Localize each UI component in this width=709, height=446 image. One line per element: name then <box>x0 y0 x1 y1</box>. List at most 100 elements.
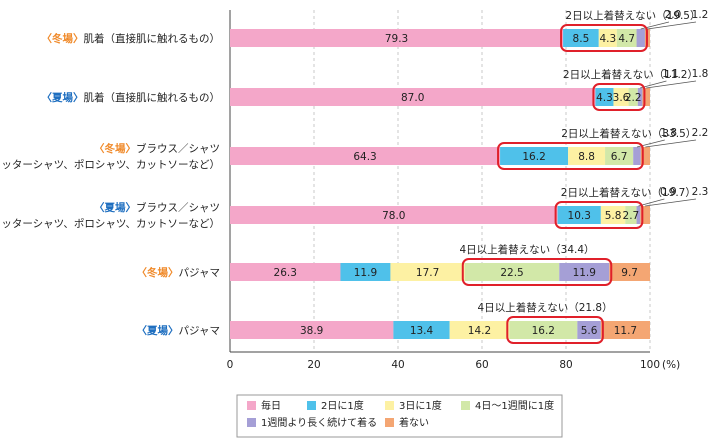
bar-segment <box>625 206 637 224</box>
segment-value-label: 17.7 <box>416 267 439 279</box>
item-name: 肌着（直接肌に触れるもの） <box>84 91 221 104</box>
leader-line <box>645 198 697 207</box>
segment-value-label: 4.3 <box>596 92 613 104</box>
bar-segment <box>390 263 465 281</box>
segment-value-label: 8.8 <box>578 151 595 163</box>
outside-value-label: 1.8 <box>660 127 677 139</box>
legend: 毎日 2日に1度 3日に1度 4日〜1週間に1度 1週間より長く続けて着る 着ない <box>236 394 563 438</box>
item-name: 肌着（直接肌に触れるもの） <box>84 32 221 45</box>
highlight-box <box>554 201 644 229</box>
highlight-annotation: 2日以上着替えない（19.7） <box>561 186 696 199</box>
leader-line <box>645 139 697 148</box>
season-tag: 〈夏場〉 <box>137 324 179 337</box>
x-tick-label: 20 <box>307 359 320 371</box>
legend-box <box>236 394 563 438</box>
bar-segment <box>464 263 560 281</box>
season-tag: 〈夏場〉 <box>42 91 84 104</box>
segment-value-label: 9.7 <box>621 267 638 279</box>
segment-value-label: 6.7 <box>611 151 628 163</box>
segment-value-label: 16.2 <box>522 151 545 163</box>
legend-swatch <box>385 418 394 427</box>
bar-segment <box>559 263 610 281</box>
bar-segment <box>230 206 558 224</box>
segment-value-label: 11.7 <box>614 325 637 337</box>
segment-value-label: 11.9 <box>573 267 596 279</box>
x-tick-label: 40 <box>391 359 404 371</box>
outside-value-label: 0.9 <box>660 186 677 198</box>
grid-lines <box>229 10 651 353</box>
highlight-annotation: 2日以上着替えない（33.5） <box>561 127 696 140</box>
x-axis: 0 20 40 60 80 100 (%) <box>227 359 681 371</box>
season-tag: 〈冬場〉 <box>137 266 179 279</box>
category-label: 〈夏場〉パジャマ <box>137 324 220 337</box>
bar-segment <box>230 147 501 165</box>
x-axis-unit: (%) <box>662 359 680 371</box>
segment-value-label: 13.4 <box>410 325 434 337</box>
highlight-annotation: 2日以上着替えない（11.2） <box>563 68 698 81</box>
category-label: 〈夏場〉肌着（直接肌に触れるもの） <box>42 91 221 104</box>
x-tick-label: 100 <box>640 359 660 371</box>
segment-value-label: 8.5 <box>573 33 590 45</box>
leader-line <box>638 198 665 207</box>
outside-value-label: 1.1 <box>662 68 679 80</box>
bar-segment <box>633 147 641 165</box>
outside-value-label: 2.0 <box>665 9 682 21</box>
bar-segment <box>640 147 650 165</box>
legend-swatch <box>247 401 256 410</box>
highlight-annotation: 4日以上着替えない（34.4） <box>459 243 594 256</box>
outside-value-label: 1.8 <box>692 68 709 80</box>
item-name: パジャマ <box>179 267 220 279</box>
bar-segment <box>340 263 391 281</box>
season-tag: 〈夏場〉 <box>94 201 136 214</box>
highlight-box <box>497 142 644 170</box>
category-label: 〈夏場〉ブラウス／シャツ <box>94 201 220 214</box>
category-label: 〈冬場〉パジャマ <box>137 266 220 279</box>
legend-label: 毎日 <box>261 399 281 412</box>
segment-value-label: 4.7 <box>618 33 635 45</box>
legend-swatch <box>247 418 256 427</box>
highlight-box <box>592 83 646 111</box>
segment-value-label: 2.2 <box>625 92 642 104</box>
leader-line <box>646 80 697 89</box>
legend-label: 1週間より長く続けて着る <box>261 416 377 429</box>
bar-segment <box>500 147 569 165</box>
highlight-annotation: 4日以上着替えない（21.8） <box>478 301 613 314</box>
bar-segment <box>230 321 394 339</box>
x-tick-label: 80 <box>559 359 572 371</box>
segment-value-label: 4.3 <box>599 33 616 45</box>
item-name: ブラウス／シャツ <box>136 142 220 155</box>
bar-segment <box>595 88 614 106</box>
season-tag: 〈冬場〉 <box>94 142 136 155</box>
legend-label: 4日〜1週間に1度 <box>475 399 554 412</box>
highlight-box <box>506 316 604 344</box>
category-label: 〈冬場〉ブラウス／シャツ <box>94 142 220 155</box>
bar-segment <box>449 321 510 339</box>
legend-label: 2日に1度 <box>321 399 364 412</box>
bar-segment <box>616 29 637 47</box>
bar-segment <box>230 88 596 106</box>
legend-swatch <box>461 401 470 410</box>
highlight-box <box>461 258 613 286</box>
category-sub-label: （カッターシャツ、ポロシャツ、カットソーなど） <box>0 218 220 230</box>
category-labels: 〈冬場〉肌着（直接肌に触れるもの）〈夏場〉肌着（直接肌に触れるもの）〈冬場〉ブラ… <box>0 32 220 337</box>
outside-value-label: 2.2 <box>692 127 709 139</box>
highlight-annotation: 2日以上着替えない（19.5） <box>565 9 700 22</box>
item-name: パジャマ <box>179 325 220 337</box>
segment-value-label: 79.3 <box>385 33 408 45</box>
segment-value-label: 87.0 <box>401 92 424 104</box>
legend-label: 3日に1度 <box>399 399 442 412</box>
bar-segment <box>642 88 650 106</box>
leader-line <box>647 21 697 30</box>
legend-swatch <box>307 401 316 410</box>
bar-segment <box>628 88 638 106</box>
bar-segment <box>563 29 599 47</box>
segment-value-label: 10.3 <box>568 210 591 222</box>
bar-segment <box>609 263 650 281</box>
bar-segment <box>230 29 564 47</box>
bar-segment <box>568 147 606 165</box>
bar-segment <box>577 321 601 339</box>
segment-value-label: 5.8 <box>605 210 622 222</box>
bar-segment <box>598 29 617 47</box>
segment-value-label: 64.3 <box>353 151 376 163</box>
